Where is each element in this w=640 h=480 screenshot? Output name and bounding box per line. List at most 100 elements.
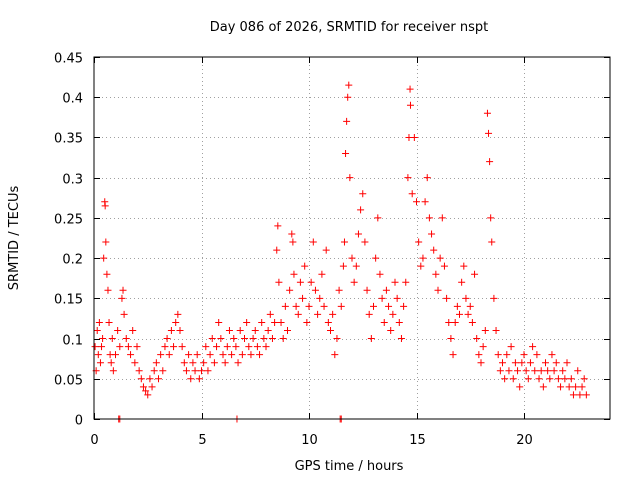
data-point — [509, 375, 517, 383]
data-point — [339, 262, 347, 270]
grid-lines — [94, 57, 610, 419]
data-point — [159, 367, 167, 375]
data-point — [342, 150, 350, 158]
data-point — [116, 343, 124, 351]
data-point — [94, 351, 102, 359]
data-point — [221, 359, 229, 367]
data-point — [318, 270, 326, 278]
y-tick-label: 0 — [75, 414, 83, 429]
data-point — [400, 302, 408, 310]
data-point — [485, 129, 493, 137]
axis-ticks: 0 0.05 0.1 0.15 0.2 0.25 0.3 0.35 0.4 0.45 0 5 10 15 2… — [54, 52, 610, 448]
data-point — [340, 238, 348, 246]
data-point — [367, 335, 375, 343]
data-point — [98, 343, 106, 351]
data-point — [372, 254, 380, 262]
data-point — [249, 335, 257, 343]
data-point — [185, 351, 193, 359]
data-point — [101, 202, 109, 210]
data-point — [161, 343, 169, 351]
data-point — [526, 359, 534, 367]
data-point — [174, 310, 182, 318]
data-point — [314, 310, 322, 318]
data-point — [335, 286, 343, 294]
data-point — [380, 318, 388, 326]
data-point — [107, 359, 115, 367]
data-point — [434, 286, 442, 294]
data-point — [376, 270, 384, 278]
data-point — [292, 302, 300, 310]
data-point — [423, 174, 431, 182]
data-point — [406, 85, 414, 93]
data-point — [542, 359, 549, 367]
data-point — [395, 318, 403, 326]
data-point — [490, 294, 498, 302]
data-point — [290, 270, 298, 278]
data-point — [137, 375, 145, 383]
data-point — [445, 318, 453, 326]
data-point — [451, 318, 459, 326]
data-point — [303, 318, 311, 326]
data-point — [320, 302, 328, 310]
data-point — [271, 318, 279, 326]
data-point — [357, 206, 365, 214]
data-point — [163, 335, 171, 343]
data-point — [286, 286, 294, 294]
data-point — [333, 335, 341, 343]
data-point — [582, 391, 590, 399]
data-point — [529, 343, 537, 351]
x-tick-label: 10 — [301, 433, 318, 448]
y-tick-label: 0.3 — [62, 173, 83, 188]
data-point — [274, 222, 282, 230]
y-tick-label: 0.15 — [54, 293, 83, 308]
data-point — [511, 359, 519, 367]
data-point — [514, 367, 522, 375]
data-point — [275, 278, 283, 286]
data-point — [288, 230, 296, 238]
data-point — [475, 351, 483, 359]
data-point — [232, 343, 240, 351]
data-point — [524, 375, 532, 383]
data-point — [112, 351, 119, 359]
data-point — [96, 359, 104, 367]
data-point — [187, 375, 195, 383]
data-point — [348, 254, 356, 262]
data-point — [354, 230, 362, 238]
data-points — [91, 81, 590, 423]
data-point — [565, 383, 573, 391]
y-tick-label: 0.1 — [62, 334, 83, 349]
data-point — [191, 367, 199, 375]
data-point — [120, 310, 128, 318]
data-point — [499, 359, 506, 367]
data-point — [118, 294, 126, 302]
data-point — [104, 286, 112, 294]
data-point — [223, 343, 231, 351]
data-point — [363, 286, 371, 294]
data-point — [296, 278, 304, 286]
data-point — [402, 278, 410, 286]
data-point — [563, 359, 571, 367]
data-point — [432, 270, 440, 278]
data-point — [337, 302, 345, 310]
data-point — [404, 174, 412, 182]
data-point — [522, 367, 530, 375]
data-point — [346, 174, 354, 182]
data-point — [567, 375, 575, 383]
data-point — [554, 375, 562, 383]
y-tick-label: 0.05 — [54, 374, 83, 389]
data-point — [241, 335, 248, 343]
data-point — [494, 351, 502, 359]
data-point — [365, 310, 373, 318]
data-point — [487, 214, 495, 222]
data-point — [309, 238, 317, 246]
data-point — [447, 335, 455, 343]
data-point — [413, 198, 420, 206]
data-point — [389, 310, 397, 318]
data-point — [114, 327, 122, 335]
data-point — [415, 238, 423, 246]
data-point — [294, 310, 302, 318]
data-point — [260, 335, 268, 343]
data-point — [206, 351, 214, 359]
data-point — [557, 383, 565, 391]
